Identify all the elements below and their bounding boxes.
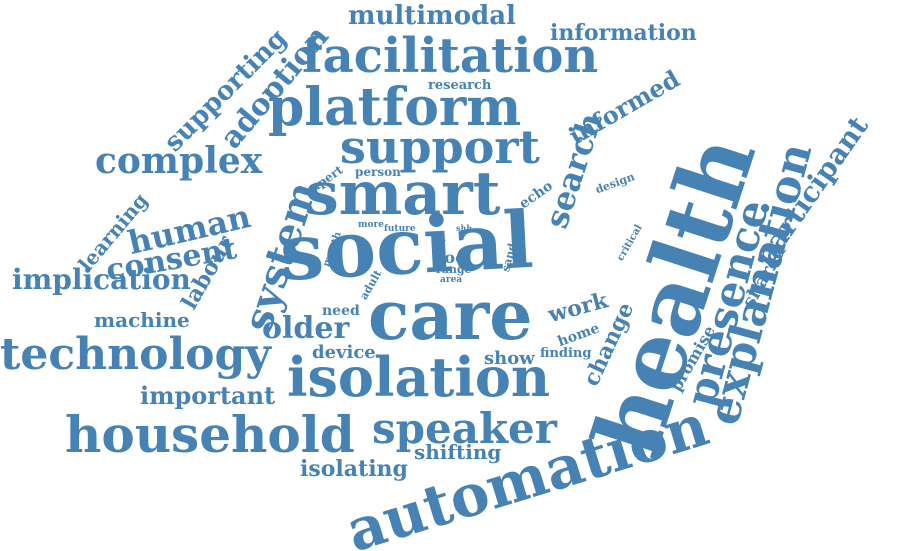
word-machine: machine	[94, 308, 190, 332]
word-work: work	[545, 287, 611, 329]
word-show: show	[484, 348, 535, 369]
word-shifting: shifting	[414, 440, 502, 464]
word-future: future	[384, 224, 416, 234]
word-device: device	[312, 342, 376, 363]
word-information: information	[550, 20, 697, 46]
word-shh: shh	[456, 223, 473, 233]
word-important: important	[140, 381, 276, 410]
word-support: support	[340, 120, 540, 174]
word-smart: smart	[305, 159, 501, 229]
word-speaker: speaker	[372, 404, 557, 453]
word-older: older	[262, 311, 350, 346]
word-finding: finding	[540, 346, 592, 361]
word-household: household	[65, 405, 355, 464]
word-isolating: isolating	[300, 456, 408, 482]
word-more: more	[358, 220, 384, 230]
word-platform: platform	[268, 77, 522, 138]
word-need: need	[322, 303, 360, 319]
word-design: design	[593, 170, 637, 197]
word-range: range	[436, 263, 472, 276]
word-care: care	[368, 276, 533, 356]
word-person: person	[355, 165, 401, 179]
word-complex: complex	[95, 140, 263, 182]
word-research: research	[428, 78, 492, 93]
word-facilitation: facilitation	[302, 28, 599, 84]
word-implication: implication	[12, 263, 191, 296]
word-multimodal: multimodal	[348, 1, 516, 31]
word-technology: technology	[0, 329, 271, 380]
word-tool: tool	[437, 248, 472, 267]
word-area: area	[440, 275, 463, 285]
word-isolation: isolation	[287, 345, 551, 409]
